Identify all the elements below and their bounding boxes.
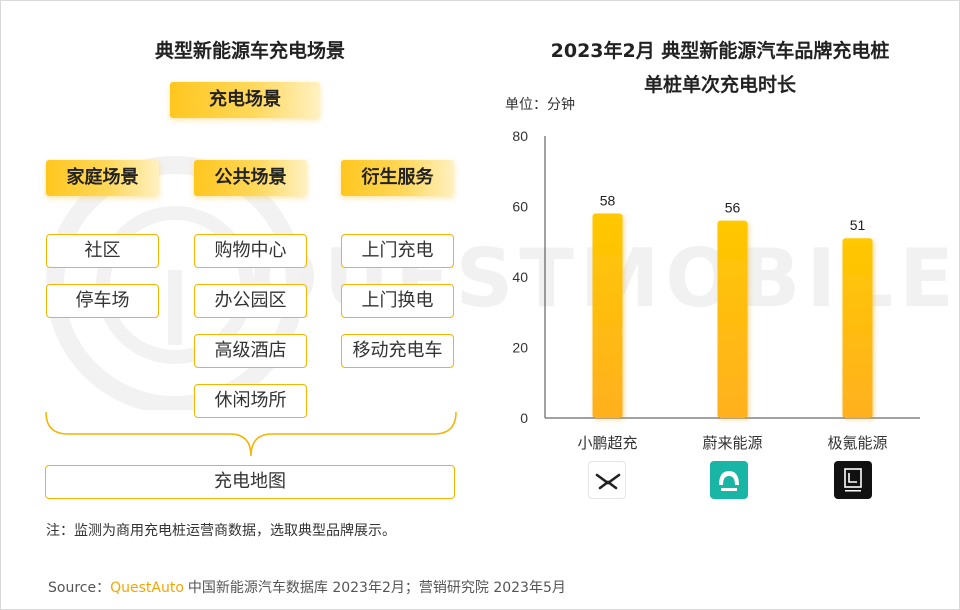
source-line: Source：QuestAuto 中国新能源汽车数据库 2023年2月；营销研究院… [48,577,566,597]
top-scene-tag: 充电场景 [170,82,320,118]
scene-item-parking: 停车场 [46,284,159,318]
scene-item-hotel: 高级酒店 [194,334,307,368]
y-tick-label: 60 [512,199,528,215]
x-tick-label: 蔚来能源 [702,434,762,452]
chart-title-line1: 2023年2月 典型新能源汽车品牌充电桩 [550,40,890,62]
bar [592,213,623,418]
bar [717,220,748,418]
bar-value-label: 58 [600,193,616,209]
left-panel-title: 典型新能源车充电场景 [154,40,345,62]
chart-title-line2: 单桩单次充电时长 [643,74,796,96]
y-tick-label: 0 [520,410,528,426]
y-tick-label: 80 [512,128,528,144]
source-text: 中国新能源汽车数据库 2023年2月；营销研究院 2023年5月 [187,580,566,596]
x-tick-label: 极氪能源 [827,434,887,452]
bar-value-label: 56 [725,200,741,216]
bar-chart: 0 20 40 60 80 58 小鹏超充 56 蔚来能源 51 极氪能源 [512,128,920,452]
scene-item-mobile-charger: 移动充电车 [341,334,454,368]
chart-title: 2023年2月 典型新能源汽车品牌充电桩 单桩单次充电时长 [480,34,960,102]
bar [842,238,873,418]
scene-item-door-charging: 上门充电 [341,234,454,268]
grouping-brace [45,411,457,457]
footnote: 注：监测为商用充电桩运营商数据，选取典型品牌展示。 [46,523,396,539]
scene-item-mall: 购物中心 [194,234,307,268]
charging-map-item: 充电地图 [45,465,455,499]
category-tag-public: 公共场景 [194,160,307,196]
source-prefix: Source： [48,580,111,596]
scene-item-community: 社区 [46,234,159,268]
y-tick-label: 40 [512,269,528,285]
y-tick-label: 20 [512,340,528,356]
xpeng-logo-icon [588,461,626,499]
source-brand: QuestAuto [110,580,184,596]
category-tag-derived: 衍生服务 [341,160,454,196]
chart-unit-label: 单位：分钟 [505,97,575,113]
scene-item-door-swap: 上门换电 [341,284,454,318]
scene-item-leisure: 休闲场所 [194,384,307,418]
zeekr-logo-icon [834,461,872,499]
nio-logo-icon [710,461,748,499]
category-tag-home: 家庭场景 [46,160,159,196]
bar-value-label: 51 [850,217,866,233]
scene-item-office-park: 办公园区 [194,284,307,318]
x-tick-label: 小鹏超充 [577,434,637,452]
